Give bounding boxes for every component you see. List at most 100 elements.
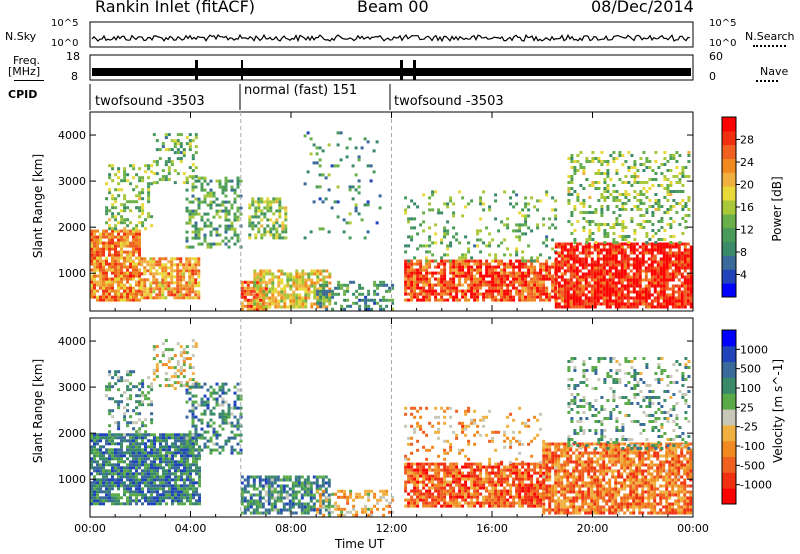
data-cell: [135, 238, 138, 242]
data-cell: [413, 283, 417, 287]
data-cell: [114, 229, 117, 233]
data-cell: [256, 278, 260, 282]
data-cell: [206, 406, 210, 410]
data-cell: [476, 271, 480, 275]
data-cell: [530, 229, 534, 233]
data-cell: [349, 280, 353, 284]
data-cell: [185, 230, 189, 234]
data-cell: [512, 295, 516, 299]
data-cell: [153, 439, 156, 443]
data-cell: [689, 299, 693, 303]
data-cell: [672, 220, 676, 223]
data-cell: [584, 278, 588, 282]
data-cell: [177, 436, 180, 440]
data-cell: [185, 442, 189, 446]
data-cell: [161, 257, 165, 261]
data-cell: [183, 463, 186, 467]
data-cell: [632, 251, 636, 255]
data-cell: [135, 430, 139, 434]
data-cell: [138, 286, 141, 290]
data-cell: [159, 478, 162, 482]
data-cell: [138, 221, 142, 225]
data-cell: [177, 451, 180, 455]
data-cell: [195, 466, 198, 470]
data-cell: [662, 269, 666, 273]
data-cell: [611, 257, 615, 261]
data-cell: [161, 263, 165, 267]
data-cell: [596, 284, 600, 288]
data-cell: [437, 271, 441, 275]
data-cell: [144, 451, 147, 455]
data-cell: [239, 206, 243, 210]
data-cell: [669, 193, 673, 196]
data-cell: [582, 217, 586, 220]
data-cell: [654, 232, 658, 235]
data-cell: [189, 475, 192, 479]
data-cell: [188, 385, 192, 389]
data-cell: [635, 302, 639, 306]
data-cell: [96, 496, 99, 500]
data-cell: [428, 283, 432, 287]
data-cell: [126, 496, 129, 500]
data-cell: [230, 448, 234, 452]
data-cell: [659, 284, 663, 288]
data-cell: [587, 299, 591, 303]
data-cell: [177, 475, 180, 479]
data-cell: [678, 223, 682, 226]
data-cell: [545, 190, 549, 194]
data-cell: [650, 242, 654, 246]
data-cell: [123, 433, 127, 437]
data-cell: [263, 200, 267, 204]
data-cell: [209, 200, 213, 204]
data-cell: [99, 478, 102, 482]
data-cell: [524, 202, 528, 206]
data-cell: [198, 472, 201, 476]
data-cell: [689, 272, 693, 276]
data-cell: [194, 151, 198, 155]
data-cell: [642, 181, 646, 184]
data-cell: [129, 259, 132, 263]
data-cell: [298, 287, 302, 291]
data-cell: [164, 148, 168, 152]
data-cell: [261, 301, 265, 305]
data-cell: [594, 208, 598, 211]
data-cell: [129, 373, 133, 377]
data-cell: [126, 286, 129, 290]
data-cell: [224, 230, 228, 234]
data-cell: [114, 466, 117, 470]
data-cell: [428, 226, 432, 230]
data-cell: [515, 265, 519, 269]
data-cell: [684, 166, 688, 169]
data-cell: [680, 272, 684, 276]
data-cell: [629, 305, 633, 309]
data-cell: [144, 394, 148, 398]
data-cell: [336, 215, 340, 219]
data-cell: [675, 202, 679, 205]
data-cell: [419, 289, 423, 293]
data-cell: [206, 430, 210, 434]
data-cell: [503, 262, 507, 266]
data-cell: [105, 259, 108, 263]
data-cell: [662, 245, 666, 249]
data-cell: [90, 292, 93, 296]
data-cell: [665, 242, 669, 246]
data-cell: [206, 397, 210, 401]
data-cell: [192, 469, 195, 473]
data-cell: [479, 277, 483, 281]
data-cell: [117, 235, 120, 239]
data-cell: [138, 206, 142, 210]
data-cell: [108, 481, 111, 485]
data-cell: [135, 457, 138, 461]
data-cell: [135, 227, 139, 231]
data-cell: [566, 305, 570, 309]
data-cell: [129, 283, 132, 287]
data-cell: [443, 286, 447, 290]
data-cell: [506, 274, 510, 278]
data-cell: [689, 254, 693, 258]
data-cell: [443, 253, 447, 257]
data-cell: [150, 487, 153, 491]
data-cell: [422, 292, 426, 296]
data-cell: [506, 289, 510, 293]
data-cell: [298, 272, 302, 276]
data-cell: [614, 263, 618, 267]
